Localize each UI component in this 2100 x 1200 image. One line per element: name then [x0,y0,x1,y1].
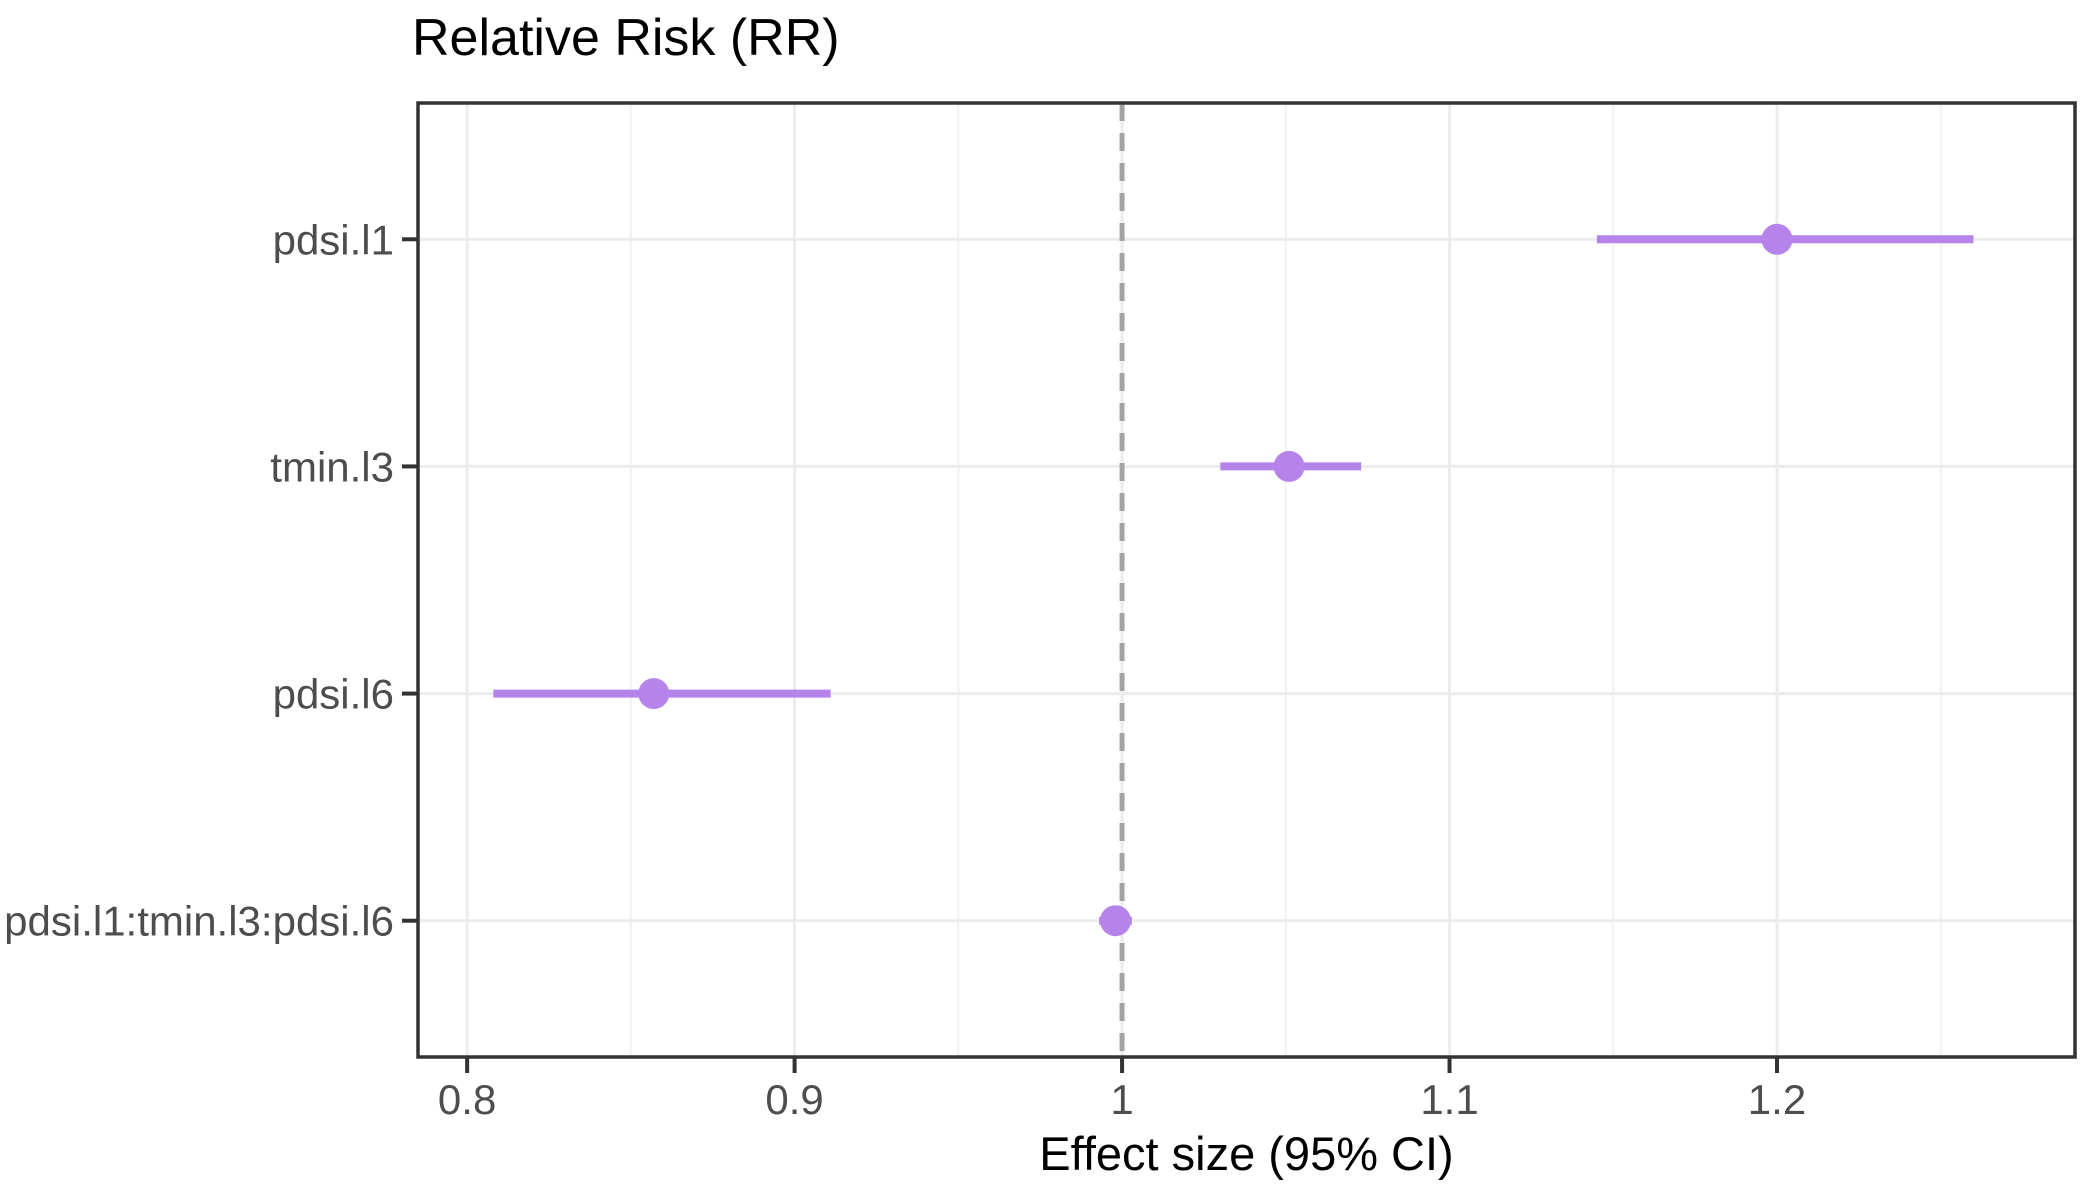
y-category-label: pdsi.l6 [273,671,394,718]
panel-background [418,103,2075,1057]
x-tick-label: 1.2 [1748,1076,1806,1123]
x-axis-title: Effect size (95% CI) [1039,1127,1454,1180]
estimate-point [1273,450,1305,482]
x-tick-label: 1.1 [1420,1076,1478,1123]
estimate-point [1761,223,1793,255]
x-tick-label: 0.9 [765,1076,823,1123]
y-category-label: pdsi.l1:tmin.l3:pdsi.l6 [4,898,394,945]
x-tick-label: 0.8 [438,1076,496,1123]
chart-title: Relative Risk (RR) [412,9,840,67]
y-category-label: tmin.l3 [270,443,394,490]
y-category-label: pdsi.l1 [273,216,394,263]
panel-border [416,101,2077,1059]
x-tick-label: 1 [1110,1076,1133,1123]
estimate-point [638,678,670,710]
estimate-point [1100,905,1132,937]
